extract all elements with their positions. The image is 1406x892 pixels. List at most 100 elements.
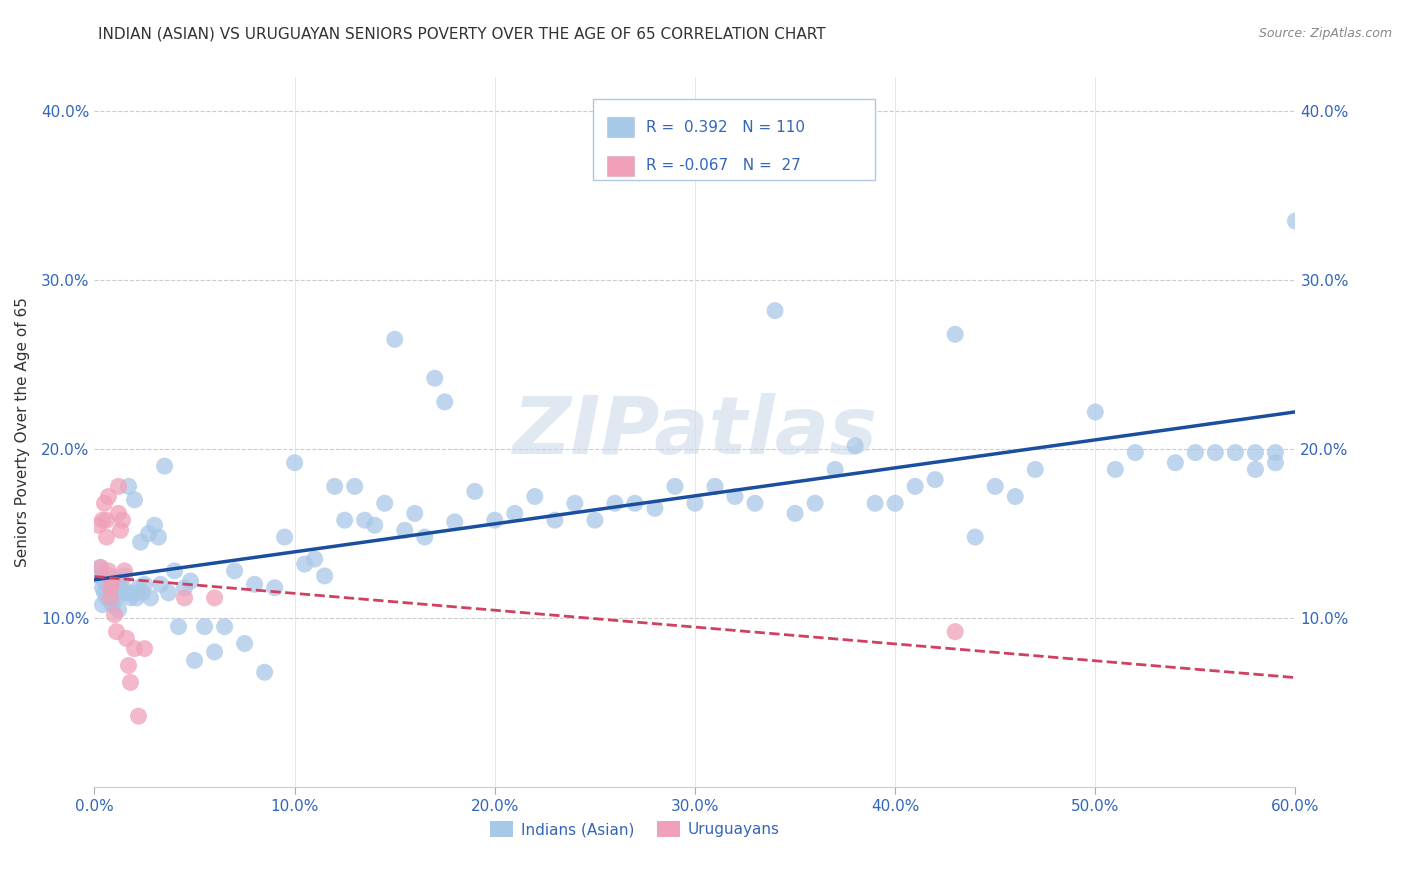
Point (87, 569, 110, 583)
Text: ZIPatlas: ZIPatlas (512, 393, 877, 471)
Point (96, 591, 118, 605)
Point (138, 526, 160, 541)
FancyBboxPatch shape (593, 99, 875, 180)
Point (884, 496, 907, 510)
Point (167, 619, 190, 633)
Point (1204, 445, 1226, 459)
FancyBboxPatch shape (607, 156, 634, 176)
Point (333, 513, 356, 527)
Text: R =  0.392   N = 110: R = 0.392 N = 110 (645, 120, 804, 135)
Point (443, 515, 465, 529)
Point (273, 530, 295, 544)
Point (863, 496, 886, 510)
Point (120, 591, 142, 605)
Point (173, 581, 195, 595)
Point (93, 496, 115, 510)
Point (183, 653, 205, 667)
Point (724, 490, 747, 504)
Point (544, 513, 567, 527)
Point (96, 577, 118, 591)
Point (96, 530, 118, 544)
Point (129, 535, 152, 549)
Point (1024, 462, 1046, 476)
Point (148, 530, 170, 544)
Point (97, 490, 120, 504)
Point (100, 594, 122, 608)
Point (253, 665, 276, 680)
Point (804, 496, 827, 510)
Point (180, 574, 202, 588)
Point (103, 607, 125, 622)
Legend: Indians (Asian), Uruguayans: Indians (Asian), Uruguayans (484, 815, 786, 843)
Point (1164, 456, 1187, 470)
Point (1244, 445, 1267, 459)
Point (503, 507, 526, 521)
Point (110, 586, 132, 600)
Point (139, 591, 162, 605)
Point (107, 603, 129, 617)
Point (423, 371, 446, 385)
Text: Source: ZipAtlas.com: Source: ZipAtlas.com (1258, 27, 1392, 40)
Text: INDIAN (ASIAN) VS URUGUAYAN SENIORS POVERTY OVER THE AGE OF 65 CORRELATION CHART: INDIAN (ASIAN) VS URUGUAYAN SENIORS POVE… (98, 27, 827, 42)
Point (91, 598, 114, 612)
Point (89, 560, 111, 574)
Point (384, 332, 406, 346)
Point (91, 581, 114, 595)
Point (89, 560, 111, 574)
Point (374, 496, 396, 510)
Point (1264, 445, 1286, 459)
Point (624, 496, 647, 510)
Point (97, 564, 120, 578)
Point (125, 591, 148, 605)
Point (1244, 462, 1267, 476)
Point (323, 479, 346, 493)
Point (121, 586, 143, 600)
Point (97, 581, 120, 595)
Point (105, 624, 128, 639)
Point (824, 462, 846, 476)
Point (763, 303, 786, 318)
Point (114, 564, 136, 578)
Point (413, 530, 436, 544)
Point (943, 624, 966, 639)
Point (87, 518, 110, 533)
Point (115, 586, 138, 600)
Point (103, 586, 125, 600)
Point (394, 524, 416, 538)
Point (100, 591, 122, 605)
Point (107, 507, 129, 521)
Point (143, 518, 166, 533)
Point (224, 564, 246, 578)
Point (1225, 445, 1247, 459)
Point (1104, 462, 1126, 476)
Point (214, 619, 236, 633)
Point (131, 586, 153, 600)
Point (233, 636, 256, 650)
Point (93, 574, 115, 588)
Point (134, 641, 156, 656)
Point (314, 569, 336, 583)
Point (464, 484, 486, 499)
Point (904, 479, 927, 493)
Point (1284, 214, 1306, 228)
Point (294, 557, 316, 571)
Point (583, 513, 606, 527)
Point (844, 439, 866, 453)
Text: R = -0.067   N =  27: R = -0.067 N = 27 (645, 158, 800, 173)
Point (101, 574, 124, 588)
Point (117, 479, 139, 493)
Point (157, 586, 180, 600)
Point (243, 577, 266, 591)
Point (128, 709, 150, 723)
Point (644, 501, 666, 516)
Point (114, 569, 136, 583)
Point (100, 569, 122, 583)
Point (149, 577, 172, 591)
Point (124, 641, 146, 656)
FancyBboxPatch shape (607, 118, 634, 137)
Point (984, 479, 1007, 493)
Point (96, 513, 118, 527)
Point (120, 675, 142, 690)
Point (115, 632, 138, 646)
Point (124, 492, 146, 507)
